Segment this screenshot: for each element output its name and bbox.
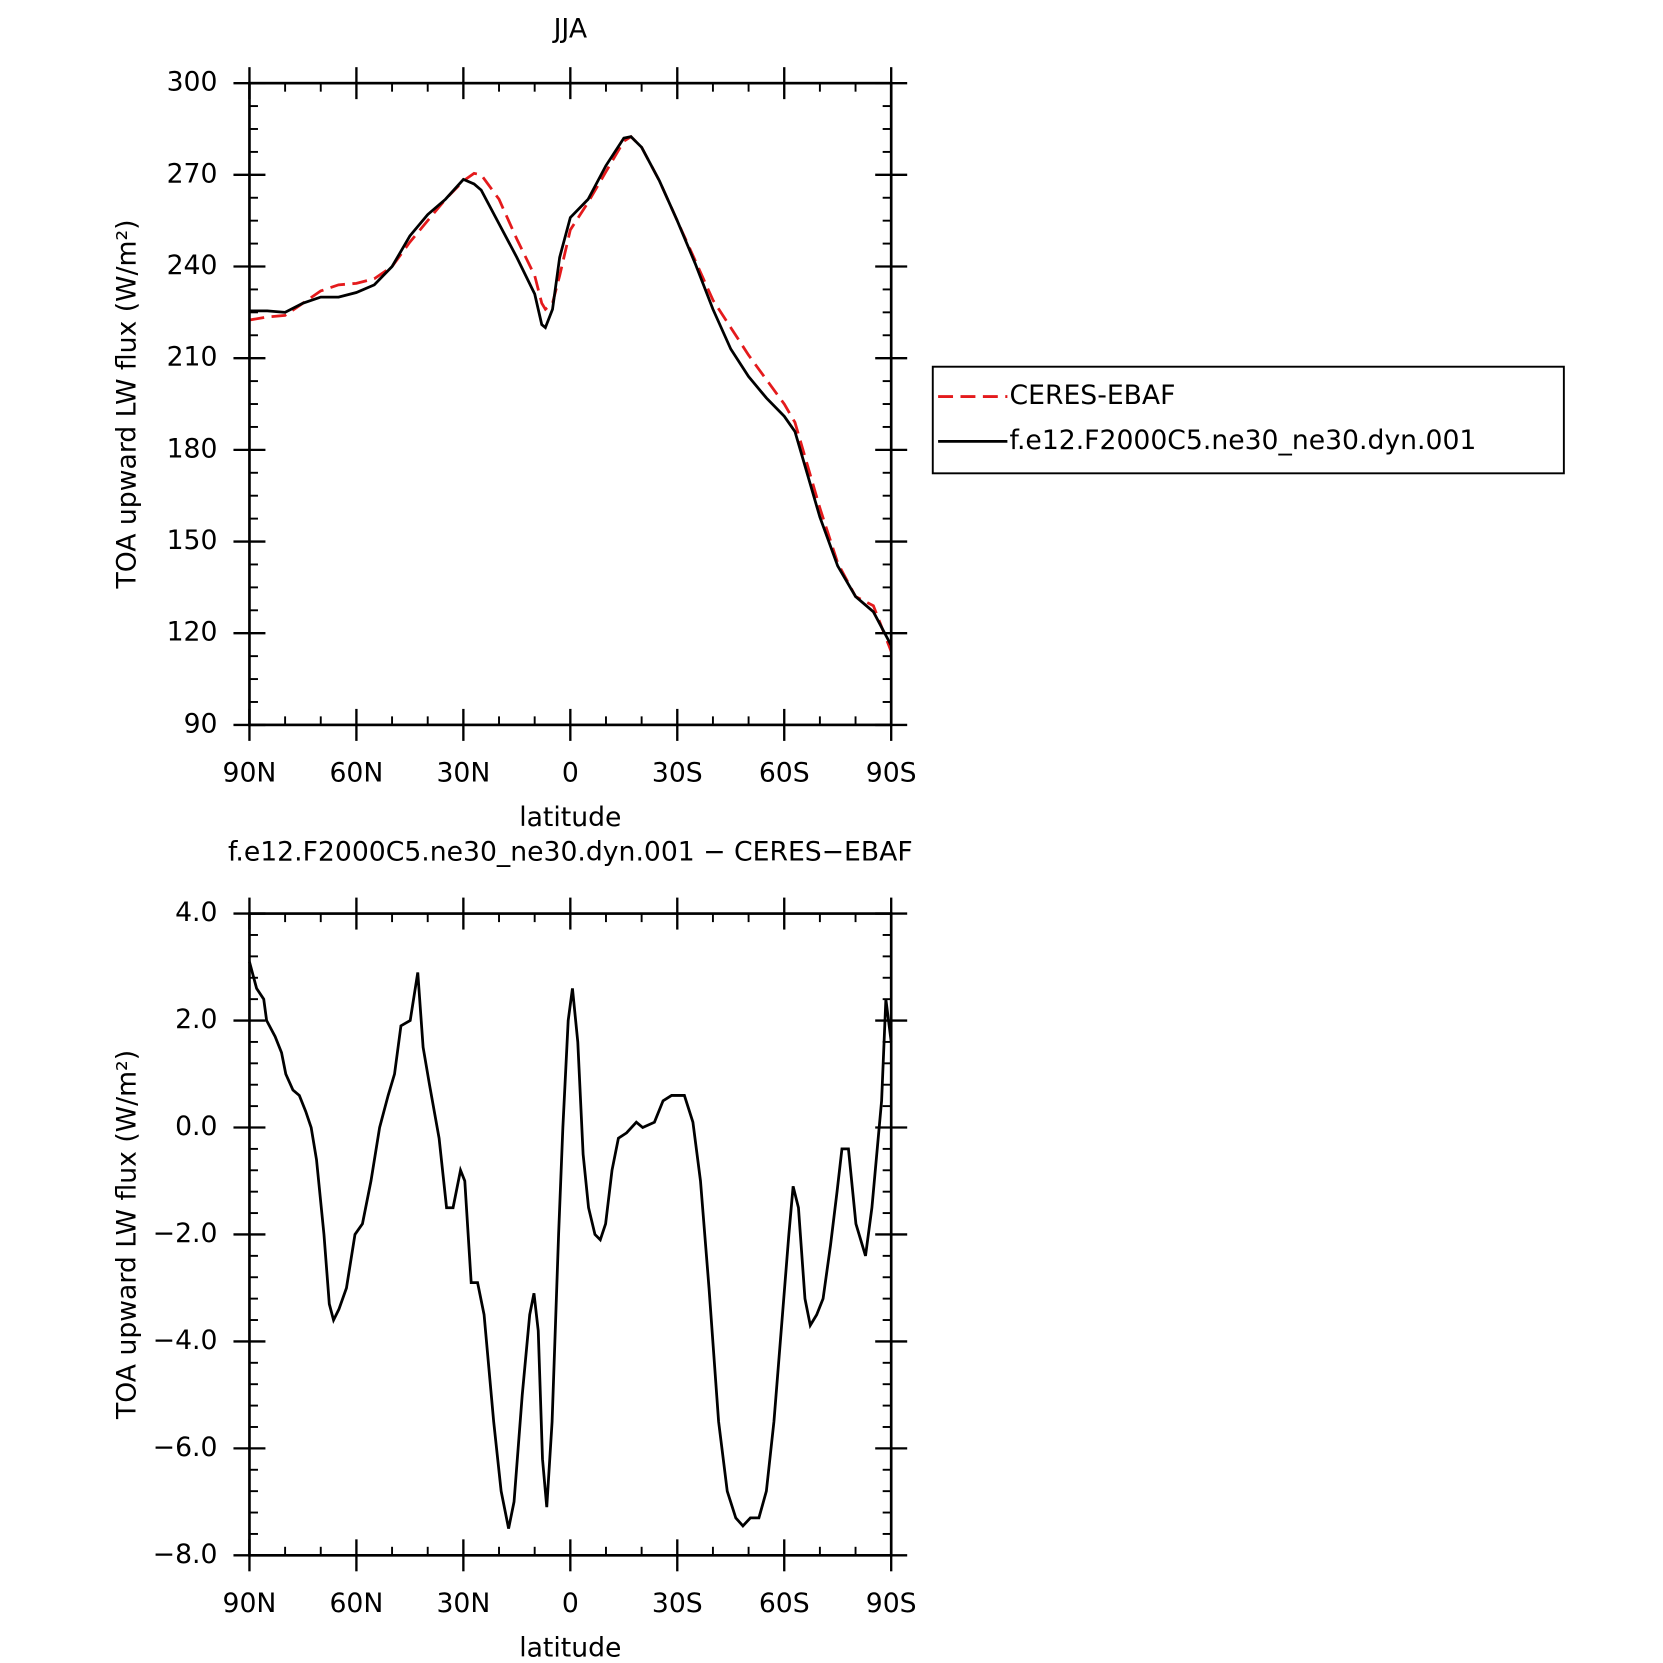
x-tick-label: 90N <box>223 757 277 788</box>
y-tick-label: 270 <box>167 158 218 189</box>
x-tick-label: 60S <box>759 757 810 788</box>
y-tick-label: −6.0 <box>153 1432 218 1463</box>
data-line <box>249 134 893 653</box>
x-tick-label: 60N <box>329 1588 383 1619</box>
y-axis-label: TOA upward LW flux (W/m²) <box>111 219 142 589</box>
chart-title: JJA <box>552 13 587 44</box>
x-tick-label: 0 <box>562 1588 579 1619</box>
x-tick-label: 30N <box>436 1588 490 1619</box>
y-axis-label: TOA upward LW flux (W/m²) <box>111 1050 142 1420</box>
x-tick-label: 90S <box>866 1588 917 1619</box>
x-axis-label: latitude <box>519 802 621 833</box>
chart-title: f.e12.F2000C5.ne30_ne30.dyn.001 − CERES−… <box>228 836 913 867</box>
x-tick-label: 30S <box>652 1588 703 1619</box>
y-tick-label: 300 <box>167 67 218 98</box>
x-tick-label: 0 <box>562 757 579 788</box>
legend-label: f.e12.F2000C5.ne30_ne30.dyn.001 <box>1010 425 1477 456</box>
x-axis-label: latitude <box>519 1633 621 1663</box>
y-tick-label: 120 <box>167 617 218 648</box>
x-tick-label: 90N <box>223 1588 277 1619</box>
x-tick-label: 30N <box>436 757 490 788</box>
y-tick-label: −4.0 <box>153 1325 218 1356</box>
legend-box <box>931 365 1565 475</box>
plot-frame <box>248 81 893 727</box>
x-tick-label: 30S <box>652 757 703 788</box>
data-line <box>249 135 893 647</box>
y-tick-label: −2.0 <box>153 1218 218 1249</box>
x-tick-label: 90S <box>866 757 917 788</box>
data-line <box>248 961 893 1529</box>
legend-label: CERES-EBAF <box>1010 380 1176 411</box>
y-tick-label: 90 <box>184 708 218 739</box>
y-tick-label: 2.0 <box>175 1004 217 1035</box>
y-tick-label: 0.0 <box>175 1111 217 1142</box>
y-tick-label: 150 <box>167 525 218 556</box>
y-tick-label: 210 <box>167 342 218 373</box>
x-tick-label: 60S <box>759 1588 810 1619</box>
y-tick-label: 240 <box>167 250 218 281</box>
y-tick-label: 4.0 <box>175 897 217 928</box>
y-tick-label: −8.0 <box>153 1539 218 1570</box>
y-tick-label: 180 <box>167 433 218 464</box>
x-tick-label: 60N <box>329 757 383 788</box>
